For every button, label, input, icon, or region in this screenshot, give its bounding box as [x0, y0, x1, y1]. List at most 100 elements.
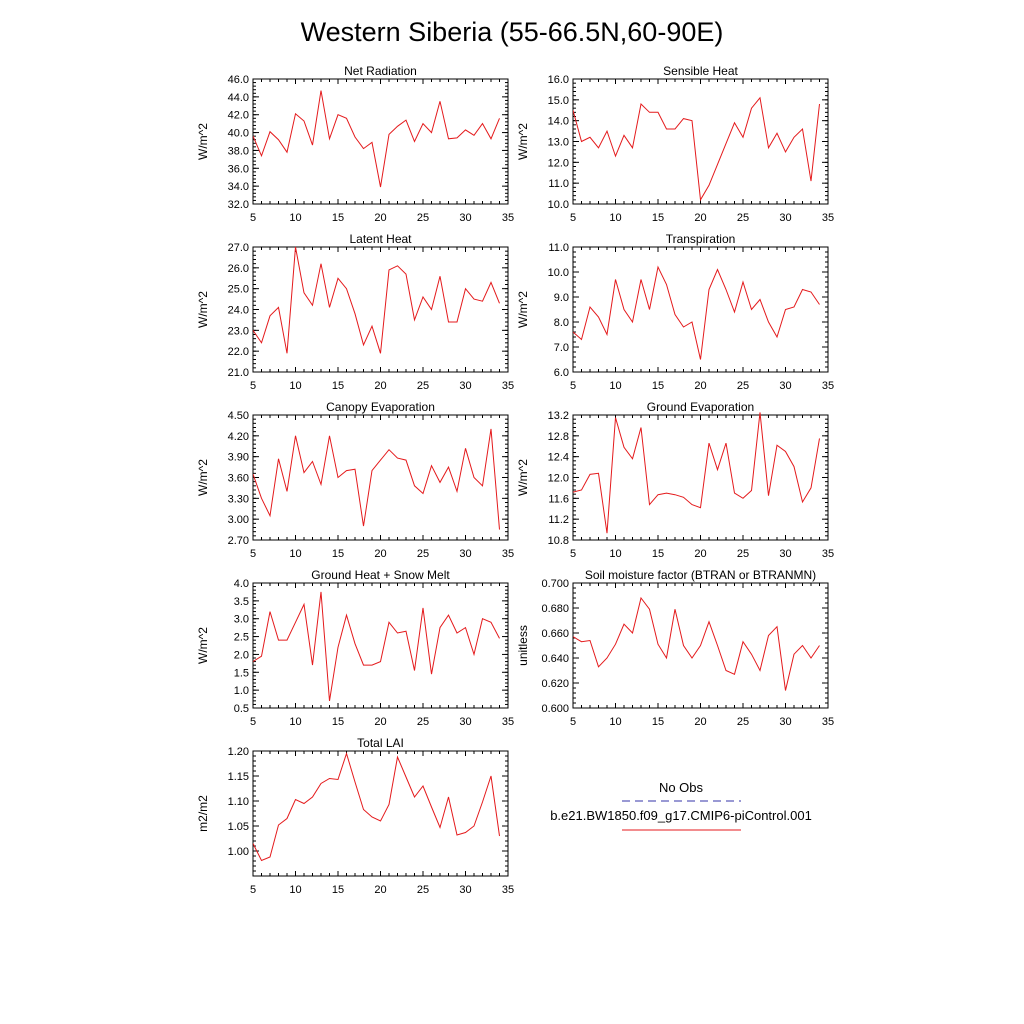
y-tick-label: 0.660 [541, 628, 569, 640]
y-tick-label: 9.0 [554, 292, 569, 304]
y-tick-label: 23.0 [228, 325, 249, 337]
y-axis-label: W/m^2 [516, 291, 530, 328]
x-tick-label: 15 [332, 884, 344, 896]
x-tick-label: 30 [779, 548, 791, 560]
y-tick-label: 11.0 [548, 242, 569, 254]
chart-panel: Total LAI m2/m2 5 10 15 20 25 30 35 1.00 1.05 1.10 1… [196, 736, 514, 896]
x-tick-label: 20 [694, 212, 706, 224]
x-tick-label: 30 [459, 884, 471, 896]
x-tick-label: 30 [779, 380, 791, 392]
y-tick-label: 3.00 [228, 514, 249, 526]
y-tick-label: 3.60 [228, 473, 249, 485]
x-tick-label: 20 [694, 548, 706, 560]
y-tick-label: 24.0 [228, 305, 249, 317]
series-line [253, 751, 500, 862]
y-tick-label: 12.8 [548, 431, 569, 443]
x-tick-label: 25 [417, 548, 429, 560]
x-tick-label: 15 [652, 548, 664, 560]
x-tick-label: 30 [779, 716, 791, 728]
x-tick-label: 35 [502, 716, 514, 728]
x-tick-label: 10 [289, 716, 301, 728]
y-tick-label: 2.0 [234, 649, 249, 661]
panel-title: Soil moisture factor (BTRAN or BTRANMN) [585, 568, 816, 582]
chart-panel: Sensible Heat W/m^2 5 10 15 20 25 30 35 10.0 11.0 1… [516, 64, 834, 224]
y-tick-label: 2.70 [228, 535, 249, 547]
panel-title: Sensible Heat [663, 64, 738, 78]
series-line [573, 596, 820, 691]
y-tick-label: 0.700 [541, 578, 569, 590]
x-tick-label: 5 [250, 716, 256, 728]
y-tick-label: 42.0 [228, 110, 249, 122]
x-tick-label: 30 [459, 548, 471, 560]
x-tick-label: 25 [417, 380, 429, 392]
series-line [253, 246, 500, 354]
y-axis-label: W/m^2 [196, 123, 210, 160]
panel-title: Ground Evaporation [647, 400, 754, 414]
chart-panel: Transpiration W/m^2 5 10 15 20 25 30 35 6.0 7.0 8.0… [516, 232, 834, 392]
x-tick-label: 25 [737, 212, 749, 224]
series-line [253, 90, 500, 188]
panel-title: Total LAI [357, 736, 404, 750]
y-tick-label: 0.640 [541, 653, 569, 665]
y-axis-label: W/m^2 [516, 459, 530, 496]
series-line [573, 265, 820, 360]
chart-panel: Ground Evaporation W/m^2 5 10 15 20 25 30 35 10.8… [516, 400, 834, 560]
x-tick-label: 35 [822, 380, 834, 392]
panel-title: Latent Heat [349, 232, 412, 246]
chart-panel: Latent Heat W/m^2 5 10 15 20 25 30 35 21.0 22.0 23.… [196, 232, 514, 392]
x-tick-label: 15 [652, 212, 664, 224]
y-tick-label: 6.0 [554, 367, 569, 379]
x-tick-label: 35 [502, 212, 514, 224]
y-tick-label: 0.600 [541, 703, 569, 715]
y-tick-label: 1.5 [234, 667, 249, 679]
chart-panel: Canopy Evaporation W/m^2 5 10 15 20 25 30 35 2.70… [196, 400, 514, 560]
x-tick-label: 35 [822, 716, 834, 728]
y-tick-label: 0.680 [541, 603, 569, 615]
x-tick-label: 10 [609, 212, 621, 224]
x-tick-label: 35 [822, 548, 834, 560]
y-tick-label: 32.0 [228, 199, 249, 211]
x-tick-label: 20 [374, 884, 386, 896]
y-tick-label: 0.620 [541, 678, 569, 690]
y-tick-label: 27.0 [228, 242, 249, 254]
x-tick-label: 20 [694, 716, 706, 728]
legend-label-obs: No Obs [659, 780, 704, 795]
y-tick-label: 26.0 [228, 263, 249, 275]
chart-panel: Soil moisture factor (BTRAN or BTRANMN) u… [516, 568, 834, 728]
y-tick-label: 38.0 [228, 145, 249, 157]
y-tick-label: 21.0 [228, 367, 249, 379]
y-tick-label: 44.0 [228, 92, 249, 104]
x-tick-label: 20 [694, 380, 706, 392]
y-tick-label: 3.5 [234, 596, 249, 608]
y-tick-label: 16.0 [548, 74, 569, 86]
y-tick-label: 10.0 [548, 267, 569, 279]
y-tick-label: 40.0 [228, 128, 249, 140]
x-tick-label: 20 [374, 380, 386, 392]
y-tick-label: 12.0 [548, 473, 569, 485]
series-line [573, 96, 820, 202]
series-line [253, 428, 500, 530]
y-axis-label: W/m^2 [196, 459, 210, 496]
y-tick-label: 11.2 [548, 514, 569, 526]
y-tick-label: 13.0 [548, 137, 569, 149]
y-axis-label: m2/m2 [196, 795, 210, 832]
y-tick-label: 3.30 [228, 493, 249, 505]
y-tick-label: 25.0 [228, 284, 249, 296]
x-tick-label: 15 [332, 716, 344, 728]
x-tick-label: 25 [737, 716, 749, 728]
x-tick-label: 5 [570, 548, 576, 560]
x-tick-label: 10 [609, 380, 621, 392]
x-tick-label: 25 [417, 212, 429, 224]
y-tick-label: 14.0 [548, 116, 569, 128]
legend: No Obs b.e21.BW1850.f09_g17.CMIP6-piContr… [550, 780, 812, 831]
x-tick-label: 15 [332, 548, 344, 560]
x-tick-label: 30 [459, 716, 471, 728]
x-tick-label: 10 [289, 884, 301, 896]
x-tick-label: 35 [502, 884, 514, 896]
y-tick-label: 3.90 [228, 452, 249, 464]
y-tick-label: 11.6 [548, 493, 569, 505]
y-tick-label: 1.10 [228, 796, 249, 808]
x-tick-label: 35 [502, 380, 514, 392]
x-tick-label: 30 [779, 212, 791, 224]
